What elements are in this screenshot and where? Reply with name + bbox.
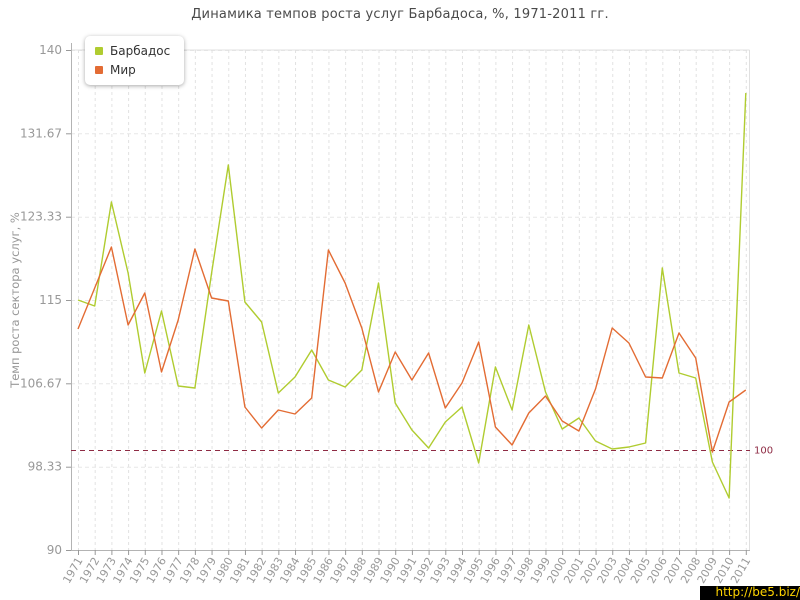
y-tick-label: 140	[39, 43, 62, 57]
y-tick-label: 106.67	[20, 376, 62, 390]
y-tick-label: 123.33	[20, 210, 62, 224]
legend-marker-barbados	[95, 47, 103, 55]
legend-label-mir: Мир	[110, 63, 136, 77]
legend: Барбадос Мир	[85, 36, 185, 85]
legend-marker-mir	[95, 66, 103, 74]
legend-label-barbados: Барбадос	[110, 44, 171, 58]
series-line-barbados	[77, 92, 747, 499]
series-line-mir	[77, 246, 747, 453]
legend-item-mir[interactable]: Мир	[95, 64, 170, 76]
y-tick-label: 90	[47, 543, 62, 557]
legend-item-barbados[interactable]: Барбадос	[95, 45, 170, 57]
chart-title: Динамика темпов роста услуг Барбадоса, %…	[191, 7, 609, 22]
y-tick-label: 98.33	[28, 460, 62, 474]
y-tick-label: 131.67	[20, 126, 62, 140]
guide-label-100: 100	[754, 446, 773, 457]
y-tick-label: 115	[39, 293, 62, 307]
watermark-link[interactable]: http://be5.biz/	[700, 586, 800, 600]
